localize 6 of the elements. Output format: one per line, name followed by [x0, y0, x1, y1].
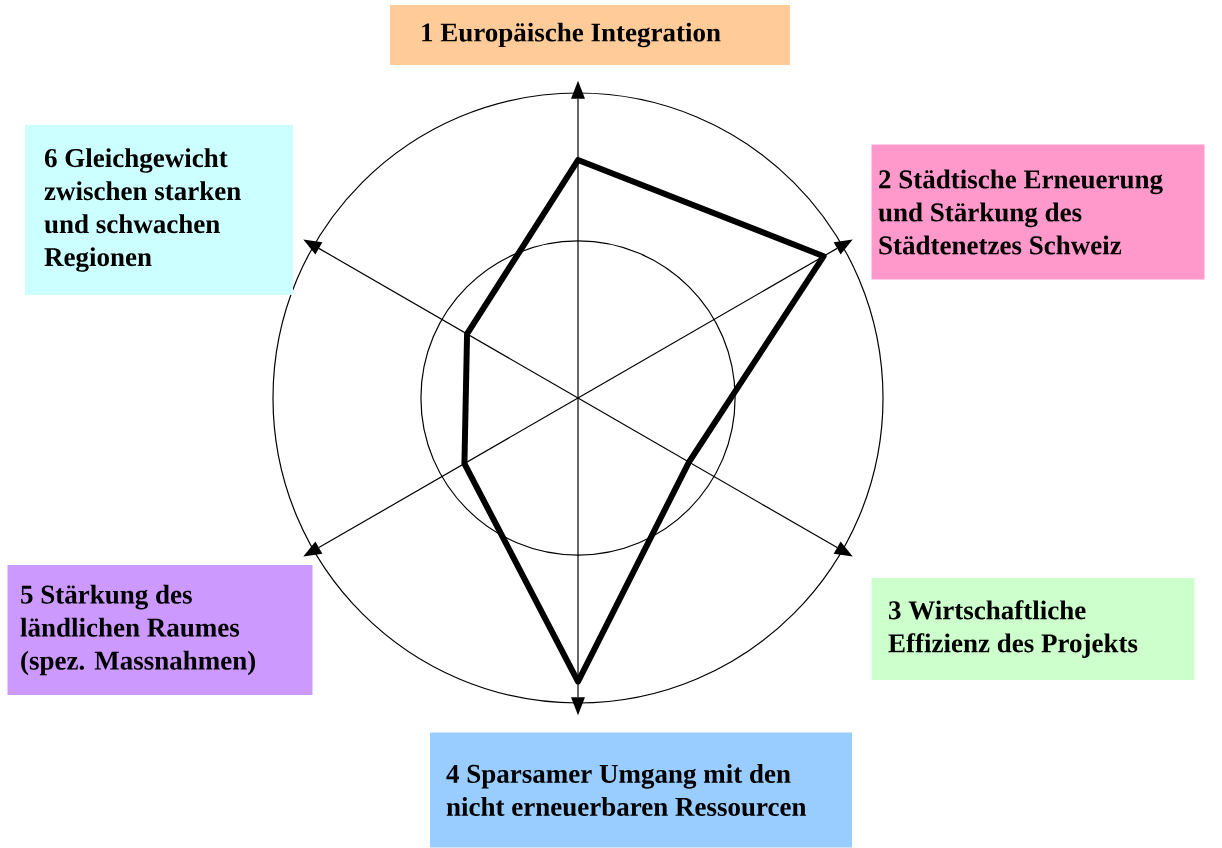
spoke-label: 1 Europäische Integration — [422, 22, 721, 48]
spoke-label: 3 Wirtschaftliche Effizienz des Projekts — [888, 600, 1138, 658]
spoke-label: 5 Stärkung des ländlichen Raumes (spez. Massnahmen) — [20, 584, 256, 676]
spoke-label: 6 Gleichgewicht zwischen starken und schwachen Regionen — [44, 148, 241, 272]
spoke-label: 2 Städtische Erneuerung und Stärkung des Städtenetzes Schweiz — [878, 169, 1163, 255]
spoke-label: 4 Sparsamer Umgang mit den nicht erneuerbaren Ressourcen — [446, 763, 807, 817]
